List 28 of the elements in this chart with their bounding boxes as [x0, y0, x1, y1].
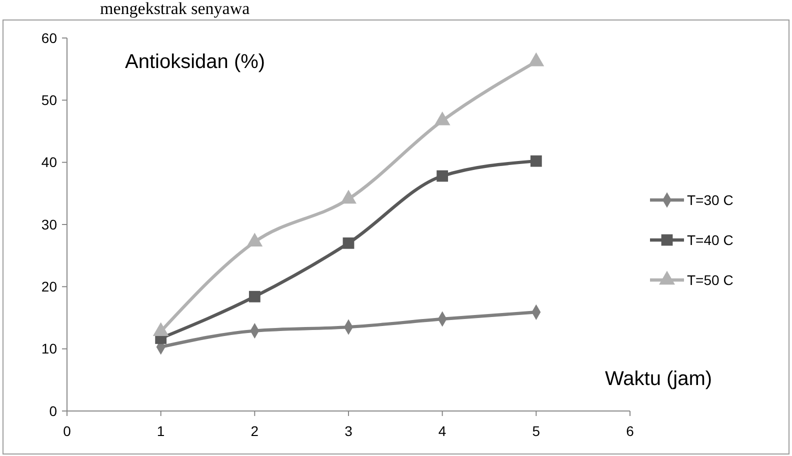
- x-tick-label: 0: [63, 423, 72, 439]
- x-tick-label: 6: [626, 423, 634, 439]
- point: [340, 190, 356, 204]
- x-tick-label: 3: [344, 423, 353, 439]
- x-axis-title: Waktu (jam): [605, 368, 712, 390]
- legend-label: T=40 C: [687, 232, 734, 248]
- legend-label: T=30 C: [687, 192, 734, 208]
- point: [528, 52, 544, 66]
- point: [436, 170, 448, 182]
- y-tick-label: 30: [41, 216, 58, 232]
- y-tick-label: 60: [41, 30, 58, 46]
- point: [246, 232, 263, 247]
- y-axis-title: Antioksidan (%): [125, 51, 266, 73]
- text: mengekstrak senyawa: [100, 0, 250, 18]
- point: [248, 290, 260, 302]
- legend-label: T=50 C: [687, 272, 734, 288]
- x-tick-label: 5: [532, 423, 540, 439]
- y-tick-label: 0: [49, 402, 58, 419]
- y-tick-label: 10: [41, 340, 58, 357]
- y-tick-label: 40: [41, 154, 58, 170]
- point: [434, 111, 450, 126]
- x-tick-label: 4: [438, 423, 446, 439]
- x-tick-label: 2: [250, 423, 259, 439]
- y-tick-label: 50: [41, 92, 58, 108]
- y-tick-label: 20: [41, 278, 58, 295]
- point: [342, 237, 354, 249]
- point: [530, 155, 542, 167]
- x-tick-label: 1: [156, 423, 165, 439]
